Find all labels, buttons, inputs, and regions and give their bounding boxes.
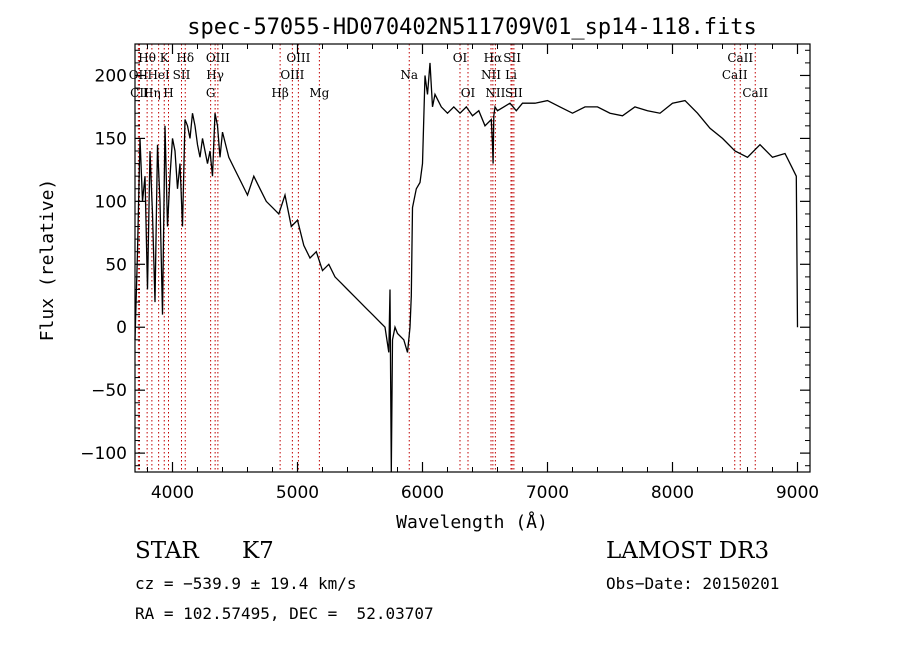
obs-date: Obs−Date: 20150201 xyxy=(606,574,780,593)
line-label: Hθ xyxy=(138,51,156,65)
y-tick-label: −100 xyxy=(80,444,127,464)
class-label: STAR xyxy=(135,538,199,564)
line-label: NII xyxy=(485,86,505,100)
reference-lines xyxy=(137,44,756,472)
x-axis-label: Wavelength (Å) xyxy=(396,511,548,533)
y-tick-label: 0 xyxy=(116,318,127,338)
x-tick-label: 9000 xyxy=(776,483,819,503)
x-tick-label: 6000 xyxy=(401,483,444,503)
line-label: OIII xyxy=(286,51,310,65)
line-label: Mg xyxy=(309,86,329,100)
line-label: Hδ xyxy=(176,51,194,65)
y-tick-label: 200 xyxy=(95,66,127,86)
line-label: Hη xyxy=(143,86,161,100)
line-label: OIII xyxy=(280,68,304,82)
y-tick-label: −50 xyxy=(91,381,127,401)
line-label: OIII xyxy=(206,51,230,65)
y-tick-label: 150 xyxy=(95,129,127,149)
x-axis: 4000 5000 6000 7000 8000 9000 xyxy=(147,44,819,503)
line-label: HeI xyxy=(147,68,170,82)
line-label: Li xyxy=(505,68,517,82)
line-label: SII xyxy=(173,68,191,82)
flux-series-line xyxy=(134,62,799,473)
line-label: SII xyxy=(505,86,523,100)
survey-label: LAMOST DR3 xyxy=(606,538,770,564)
line-label: CaII xyxy=(722,68,748,82)
plot-frame xyxy=(134,43,811,473)
line-label: OI xyxy=(461,86,476,100)
line-label: Hγ xyxy=(206,68,224,82)
line-label: SII xyxy=(503,51,521,65)
subclass-label: K7 xyxy=(242,538,274,564)
coordinates: RA = 102.57495, DEC = 52.03707 xyxy=(135,604,434,623)
line-label: K xyxy=(160,51,170,65)
line-label: NII xyxy=(481,68,501,82)
y-axis: −100 −50 0 50 100 150 200 xyxy=(80,49,810,467)
x-tick-label: 5000 xyxy=(276,483,319,503)
line-label: Na xyxy=(400,68,418,82)
line-label: H xyxy=(163,86,173,100)
chart-title: spec-57055-HD070402N511709V01_sp14-118.f… xyxy=(187,15,757,40)
x-tick-label: 7000 xyxy=(526,483,569,503)
line-label: Hα xyxy=(484,51,503,65)
cz-value: cz = −539.9 ± 19.4 km/s xyxy=(135,574,357,593)
line-label: CaII xyxy=(742,86,768,100)
y-tick-label: 50 xyxy=(105,255,127,275)
line-label: CaII xyxy=(727,51,753,65)
line-label: OI xyxy=(453,51,468,65)
line-label: Hβ xyxy=(271,86,288,100)
y-axis-label: Flux (relative) xyxy=(37,179,58,342)
x-tick-label: 8000 xyxy=(651,483,694,503)
line-label: G xyxy=(206,86,216,100)
y-tick-label: 100 xyxy=(95,192,127,212)
x-tick-label: 4000 xyxy=(151,483,194,503)
